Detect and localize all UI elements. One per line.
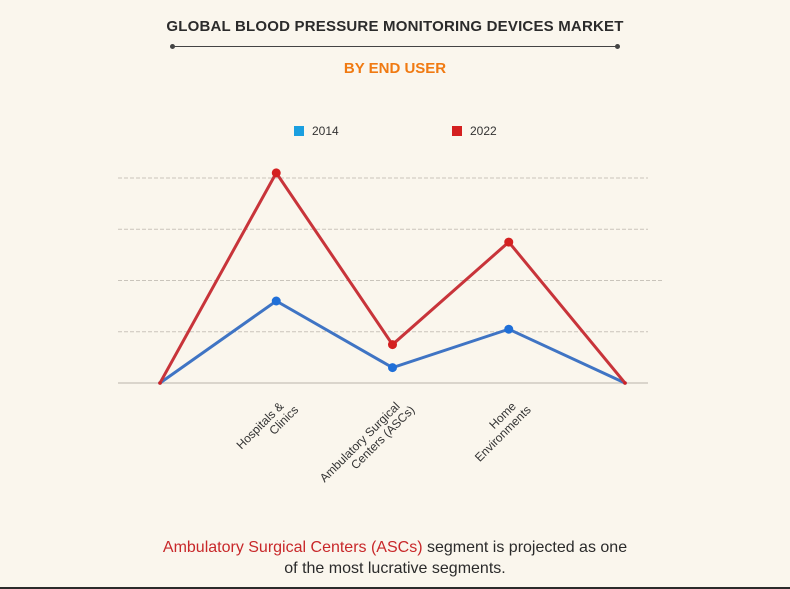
caption: Ambulatory Surgical Centers (ASCs) segme… — [0, 537, 790, 579]
legend-item-2022: 2022 — [452, 124, 497, 138]
legend-label-2014: 2014 — [312, 124, 339, 138]
data-point-2014-2 — [388, 363, 397, 373]
bottom-border — [0, 587, 790, 589]
x-tick-label-2: Ambulatory SurgicalCenters (ASCs) — [317, 394, 418, 495]
data-point-2022-4 — [623, 381, 627, 385]
caption-text-line2: of the most lucrative segments. — [284, 560, 506, 577]
data-point-2022-2 — [388, 340, 397, 350]
divider-dot-right — [615, 44, 620, 49]
data-point-2014-3 — [504, 324, 514, 334]
data-point-2022-0 — [158, 381, 162, 385]
x-tick-label-1: Hospitals &Clinics — [234, 394, 302, 462]
data-point-2014-1 — [271, 296, 281, 306]
divider-dot-left — [170, 44, 175, 49]
legend-item-2014: 2014 — [294, 124, 339, 138]
legend-swatch-2022 — [452, 126, 462, 136]
chart-subtitle: BY END USER — [343, 60, 447, 77]
data-point-2022-1 — [271, 168, 281, 178]
data-point-2022-3 — [504, 237, 514, 247]
legend-swatch-2014 — [294, 126, 304, 136]
caption-highlight: Ambulatory Surgical Centers (ASCs) — [162, 539, 423, 556]
caption-text-line1: segment is projected as one — [422, 539, 628, 556]
chart-title: GLOBAL BLOOD PRESSURE MONITORING DEVICES… — [166, 18, 624, 35]
legend-label-2022: 2022 — [470, 124, 497, 138]
x-tick-label-line: Ambulatory Surgical — [317, 399, 403, 485]
line-chart: Hospitals &Clinics Ambulatory SurgicalCen… — [118, 168, 662, 495]
title-divider — [170, 44, 620, 49]
x-tick-label-3: HomeEnvironments — [463, 394, 534, 465]
